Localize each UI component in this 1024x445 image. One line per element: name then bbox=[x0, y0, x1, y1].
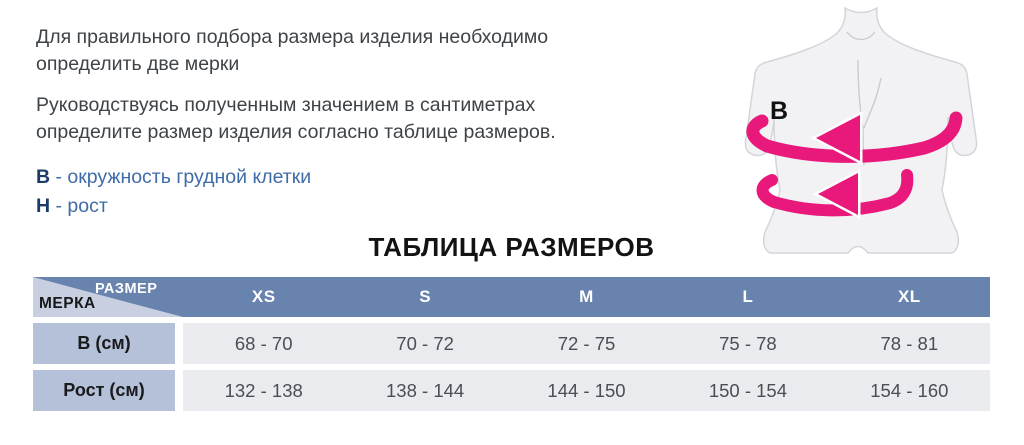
column-header-xs: XS bbox=[251, 287, 276, 306]
spine-crease-right bbox=[863, 77, 882, 129]
figure-label-b: B bbox=[770, 97, 788, 125]
corner-label-size: РАЗМЕР bbox=[95, 281, 158, 297]
cell-height-l: 150 - 154 bbox=[708, 379, 788, 401]
size-table: РАЗМЕР МЕРКА XS S M L XL В (см) 68 - 70 … bbox=[33, 277, 990, 411]
intro-paragraph-2: Руководствуясь полученным значением в са… bbox=[36, 94, 556, 143]
cell-chest-xs: 68 - 70 bbox=[234, 332, 293, 354]
corner-header-cell: РАЗМЕР МЕРКА bbox=[33, 277, 183, 317]
cell-height-m: 144 - 150 bbox=[547, 379, 626, 401]
row-label-chest: В (см) bbox=[33, 323, 175, 364]
measurement-letter-b: В bbox=[36, 166, 51, 188]
cell-height-xs: 132 - 138 bbox=[224, 379, 303, 401]
torso-svg: B bbox=[744, 6, 978, 254]
table-row-height: Рост (см) 132 - 138 138 - 144 144 - 150 … bbox=[33, 370, 990, 411]
measurement-legend-height: Н - рост bbox=[36, 193, 108, 219]
row-values-chest: 68 - 70 70 - 72 72 - 75 75 - 78 78 - 81 bbox=[183, 323, 990, 364]
column-header-l: L bbox=[742, 287, 754, 306]
cell-chest-m: 72 - 75 bbox=[557, 332, 616, 354]
cell-height-s: 138 - 144 bbox=[386, 379, 465, 401]
waist-measure-arrow bbox=[756, 168, 914, 220]
table-row-chest: В (см) 68 - 70 70 - 72 72 - 75 75 - 78 7… bbox=[33, 323, 990, 364]
measurement-letter-h: Н bbox=[36, 195, 51, 217]
chest-arrowhead-icon bbox=[810, 110, 863, 166]
chest-measure-arrow bbox=[746, 110, 963, 166]
intro-paragraph-1: Для правильного подбора размера изделия … bbox=[36, 26, 549, 75]
cell-chest-s: 70 - 72 bbox=[396, 332, 454, 354]
collar-crease-line bbox=[846, 31, 876, 41]
column-header-s: S bbox=[419, 287, 432, 306]
chest-band-path bbox=[746, 111, 963, 163]
measurement-desc-height: - рост bbox=[55, 195, 108, 217]
cell-chest-l: 75 - 78 bbox=[719, 332, 777, 354]
size-table-title: ТАБЛИЦА РАЗМЕРОВ bbox=[368, 232, 655, 262]
cell-height-xl: 154 - 160 bbox=[870, 379, 949, 401]
cell-chest-xl: 78 - 81 bbox=[880, 332, 939, 354]
measurement-desc-chest: - окружность грудной клетки bbox=[55, 166, 312, 188]
corner-diagonal-triangle bbox=[33, 277, 183, 317]
row-label-height: Рост (см) bbox=[33, 370, 175, 411]
column-header-m: M bbox=[579, 287, 594, 306]
row-values-height: 132 - 138 138 - 144 144 - 150 150 - 154 … bbox=[183, 370, 990, 411]
column-header-xl: XL bbox=[897, 287, 921, 306]
measurement-legend-chest: В - окружность грудной клетки bbox=[36, 164, 311, 190]
corner-label-measure: МЕРКА bbox=[39, 295, 96, 312]
waist-arrowhead-icon bbox=[812, 168, 861, 220]
size-table-header: РАЗМЕР МЕРКА XS S M L XL bbox=[33, 277, 990, 317]
waist-band-path bbox=[756, 169, 914, 217]
torso-back-illustration: B bbox=[712, 2, 1018, 260]
